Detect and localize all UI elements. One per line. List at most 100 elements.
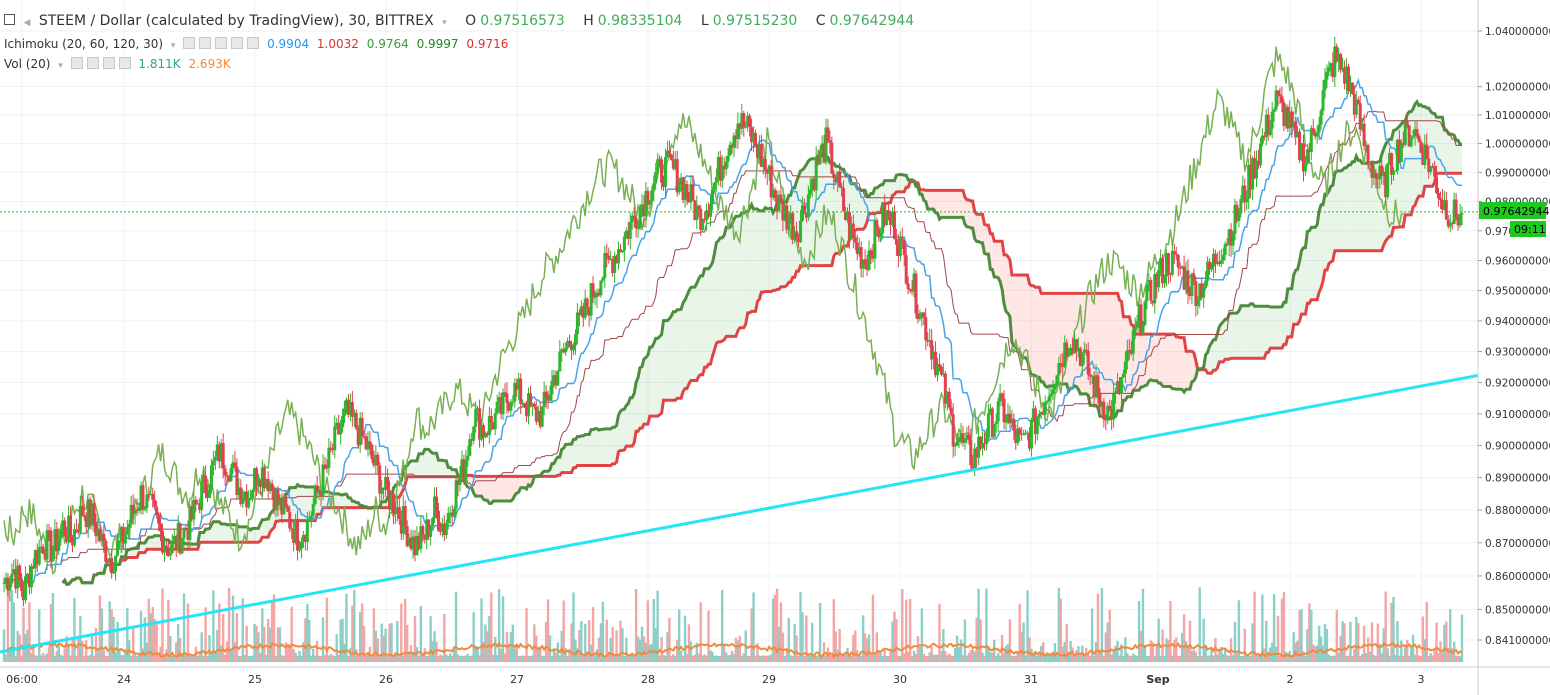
candle-body [382, 487, 386, 490]
copy-icon[interactable] [215, 37, 228, 49]
candle-body [386, 476, 390, 491]
volume-bar [155, 624, 158, 662]
cloud-segment [882, 180, 885, 204]
candle-body [685, 184, 689, 197]
candle-body [1442, 200, 1446, 210]
volume-bar [1106, 622, 1109, 662]
volume-bar [315, 641, 319, 662]
candle-body [168, 553, 172, 556]
cloud-segment [420, 453, 423, 477]
cloud-segment [1366, 163, 1369, 251]
volume-bar [390, 623, 393, 662]
cloud-segment [663, 320, 666, 401]
cloud-segment [548, 469, 551, 477]
cloud-segment [657, 336, 660, 415]
chevron-down-icon[interactable]: ▾ [58, 61, 63, 71]
cloud-segment [1086, 293, 1089, 396]
cloud-segment [1056, 293, 1059, 384]
volume-bar [253, 624, 256, 662]
volume-bar [766, 655, 769, 662]
volume-bar [969, 650, 972, 662]
candle-body [292, 529, 296, 543]
cloud-segment [643, 357, 646, 425]
volume-bar [617, 655, 620, 662]
symbol-title[interactable]: STEEM / Dollar (calculated by TradingVie… [38, 13, 434, 29]
cloud-segment [931, 190, 934, 210]
cloud-segment [1416, 105, 1419, 197]
candle-body [241, 497, 245, 505]
volume-bar [1049, 653, 1053, 662]
candle-body [660, 159, 664, 183]
cloud-segment [1172, 334, 1175, 389]
price-tick-label: 0.960000000 [1485, 256, 1550, 268]
gear-icon[interactable] [86, 57, 99, 69]
candle-body [344, 399, 348, 409]
collapse-icon[interactable] [4, 14, 15, 25]
cloud-segment [1231, 313, 1234, 359]
cloud-segment [1029, 285, 1032, 375]
plus-icon[interactable] [102, 57, 115, 69]
volume-bar [597, 637, 601, 662]
flag-icon[interactable]: ◀ [23, 18, 31, 28]
cloud-segment [1434, 117, 1437, 174]
plus-icon[interactable] [231, 37, 244, 49]
volume-bar [1204, 645, 1207, 662]
candle-body [908, 289, 912, 291]
cloud-segment [970, 200, 973, 229]
price-axis[interactable]: 1.0400000001.0200000001.0100000001.00000… [1478, 26, 1550, 647]
candle-body [687, 196, 691, 203]
close-icon[interactable] [247, 37, 260, 49]
volume-bar [394, 652, 397, 662]
candle-body [86, 499, 90, 528]
volume-bar [223, 654, 227, 662]
candle-body [828, 140, 832, 143]
chevron-down-icon[interactable]: ▾ [170, 41, 176, 51]
volume-bar [1202, 618, 1205, 662]
candle-body [969, 439, 973, 466]
volume-bar [1417, 655, 1421, 662]
volume-bar [1186, 647, 1190, 662]
cloud-segment [1254, 306, 1257, 359]
gear-icon[interactable] [199, 37, 212, 49]
cloud-segment [469, 475, 472, 488]
volume-bar [998, 655, 1002, 662]
eye-icon[interactable] [183, 37, 196, 49]
chevron-down-icon[interactable]: ▾ [442, 18, 447, 28]
volume-bar [1380, 653, 1383, 662]
candle-body [319, 491, 323, 497]
cloud-segment [1006, 256, 1008, 314]
candle-body [454, 480, 458, 509]
trendline[interactable] [0, 373, 1479, 654]
candle-body [362, 436, 366, 438]
volume-bar [656, 590, 659, 662]
volume-bar [781, 632, 785, 662]
time-axis[interactable]: 06:00 24 25 26 27 28 29 30 31 Sep 2 3 [6, 673, 1424, 686]
cloud-segment [1082, 293, 1085, 394]
candle-body [145, 494, 149, 509]
candle-body [703, 218, 707, 221]
ichimoku-label[interactable]: Ichimoku (20, 60, 120, 30) [4, 37, 164, 51]
volume-bar [1184, 641, 1188, 662]
cloud-segment [1141, 334, 1144, 387]
volume-bar [339, 619, 342, 662]
volume-bar [648, 644, 652, 662]
volume-bar [793, 624, 796, 662]
cloud-segment [1444, 129, 1447, 174]
candle-body [49, 530, 53, 562]
cloud-segment [264, 519, 267, 538]
volume-bar [863, 633, 867, 662]
candle-body [810, 178, 814, 190]
cloud-segment [1182, 337, 1185, 393]
close-icon[interactable] [118, 57, 131, 69]
volume-bar [1057, 587, 1061, 662]
candle-body [521, 403, 525, 405]
candle-body [1063, 342, 1067, 368]
candle-body [45, 530, 49, 560]
eye-icon[interactable] [70, 57, 83, 69]
volume-bar [535, 635, 538, 662]
candle-body [57, 538, 61, 551]
volume-label[interactable]: Vol (20) [4, 57, 51, 71]
candle-body [307, 519, 311, 521]
candle-body [1104, 419, 1108, 421]
